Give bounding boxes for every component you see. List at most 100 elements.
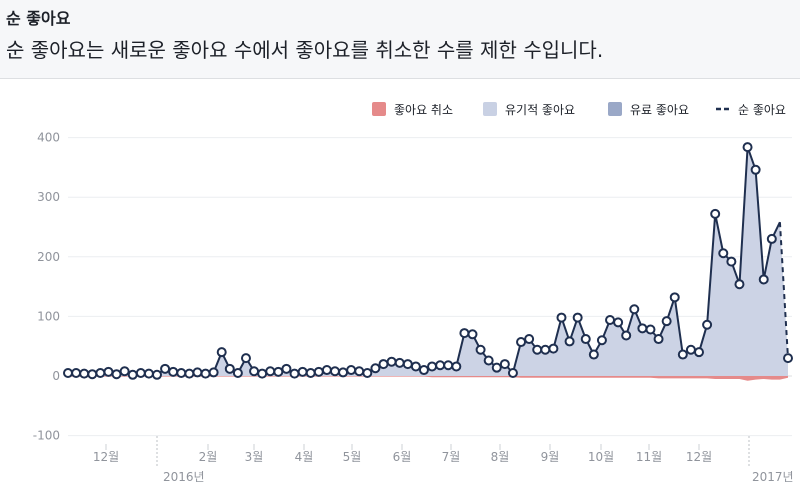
data-point[interactable] xyxy=(637,323,648,334)
data-point[interactable] xyxy=(151,369,162,380)
data-point[interactable] xyxy=(718,248,729,259)
data-point[interactable] xyxy=(63,368,73,379)
data-point[interactable] xyxy=(758,274,769,285)
data-point[interactable] xyxy=(119,366,130,377)
data-point[interactable] xyxy=(111,369,122,380)
data-point[interactable] xyxy=(653,334,664,345)
data-point[interactable] xyxy=(362,368,373,379)
data-point[interactable] xyxy=(71,368,82,379)
data-point[interactable] xyxy=(370,363,381,374)
data-point[interactable] xyxy=(556,312,567,323)
data-point[interactable] xyxy=(443,360,454,371)
data-point[interactable] xyxy=(394,357,405,368)
data-point[interactable] xyxy=(726,256,737,267)
data-point[interactable] xyxy=(694,347,705,358)
data-point[interactable] xyxy=(499,359,510,370)
data-point[interactable] xyxy=(613,317,624,328)
data-point[interactable] xyxy=(491,362,502,373)
data-point[interactable] xyxy=(192,367,203,378)
data-point[interactable] xyxy=(418,365,429,376)
chart-title: 순 좋아요 xyxy=(6,9,71,28)
data-point[interactable] xyxy=(588,349,599,360)
data-point[interactable] xyxy=(232,368,243,379)
data-point[interactable] xyxy=(184,368,195,379)
data-point[interactable] xyxy=(596,335,607,346)
data-point[interactable] xyxy=(548,343,559,354)
y-tick-label: 100 xyxy=(37,309,60,323)
data-point[interactable] xyxy=(240,353,251,364)
data-point[interactable] xyxy=(79,368,90,379)
data-point[interactable] xyxy=(661,316,672,327)
data-point[interactable] xyxy=(645,324,656,335)
data-point[interactable] xyxy=(532,344,543,355)
data-point[interactable] xyxy=(710,208,721,219)
legend-item[interactable]: 유기적 좋아요 xyxy=(483,102,575,117)
data-point[interactable] xyxy=(459,328,470,339)
legend-item[interactable]: 유료 좋아요 xyxy=(608,102,689,117)
data-point[interactable] xyxy=(297,366,308,377)
data-point[interactable] xyxy=(321,365,332,376)
data-point[interactable] xyxy=(160,363,171,374)
data-point[interactable] xyxy=(783,353,793,364)
data-point[interactable] xyxy=(483,355,494,366)
data-point[interactable] xyxy=(669,292,680,303)
data-point[interactable] xyxy=(475,344,486,355)
data-point[interactable] xyxy=(677,349,688,360)
data-point[interactable] xyxy=(200,368,211,379)
data-point[interactable] xyxy=(386,356,397,367)
data-point[interactable] xyxy=(127,369,138,380)
y-tick-label: 0 xyxy=(52,369,60,383)
data-point[interactable] xyxy=(338,367,349,378)
data-point[interactable] xyxy=(168,366,179,377)
legend-item[interactable]: 좋아요 취소 xyxy=(372,102,453,117)
data-point[interactable] xyxy=(402,359,413,370)
data-point[interactable] xyxy=(208,367,219,378)
data-point[interactable] xyxy=(516,337,527,348)
data-point[interactable] xyxy=(734,279,745,290)
data-point[interactable] xyxy=(176,368,187,379)
data-point[interactable] xyxy=(87,369,98,380)
data-point[interactable] xyxy=(427,361,438,372)
legend-label: 좋아요 취소 xyxy=(394,103,453,117)
data-point[interactable] xyxy=(249,366,260,377)
data-point[interactable] xyxy=(580,334,591,345)
data-point[interactable] xyxy=(378,359,389,370)
data-point[interactable] xyxy=(305,368,316,379)
data-point[interactable] xyxy=(605,314,616,325)
data-point[interactable] xyxy=(621,330,632,341)
data-point[interactable] xyxy=(281,363,292,374)
data-point[interactable] xyxy=(451,361,462,372)
data-point[interactable] xyxy=(346,365,357,376)
data-point[interactable] xyxy=(289,368,300,379)
data-point[interactable] xyxy=(216,347,227,358)
data-point[interactable] xyxy=(524,334,535,345)
data-point[interactable] xyxy=(135,368,146,379)
data-point[interactable] xyxy=(273,366,284,377)
data-point[interactable] xyxy=(507,368,518,379)
data-point[interactable] xyxy=(685,344,696,355)
data-point[interactable] xyxy=(224,363,235,374)
legend-label: 유기적 좋아요 xyxy=(505,103,575,117)
data-point[interactable] xyxy=(742,142,753,153)
data-point[interactable] xyxy=(702,319,713,330)
data-point[interactable] xyxy=(103,366,114,377)
data-point[interactable] xyxy=(629,304,640,315)
data-point[interactable] xyxy=(467,329,478,340)
data-point[interactable] xyxy=(143,368,154,379)
data-point[interactable] xyxy=(257,368,268,379)
data-point[interactable] xyxy=(766,233,777,244)
data-point[interactable] xyxy=(95,368,106,379)
y-tick-label: 400 xyxy=(37,131,60,145)
legend-item[interactable]: 순 좋아요 xyxy=(716,103,786,117)
data-point[interactable] xyxy=(564,336,575,347)
data-point[interactable] xyxy=(410,361,421,372)
data-point[interactable] xyxy=(354,366,365,377)
data-point[interactable] xyxy=(329,366,340,377)
data-point[interactable] xyxy=(435,360,446,371)
data-point[interactable] xyxy=(265,366,276,377)
data-point[interactable] xyxy=(750,164,761,175)
data-point[interactable] xyxy=(572,312,583,323)
x-tick-label: 8월 xyxy=(491,450,510,464)
data-point[interactable] xyxy=(540,344,551,355)
data-point[interactable] xyxy=(313,366,324,377)
